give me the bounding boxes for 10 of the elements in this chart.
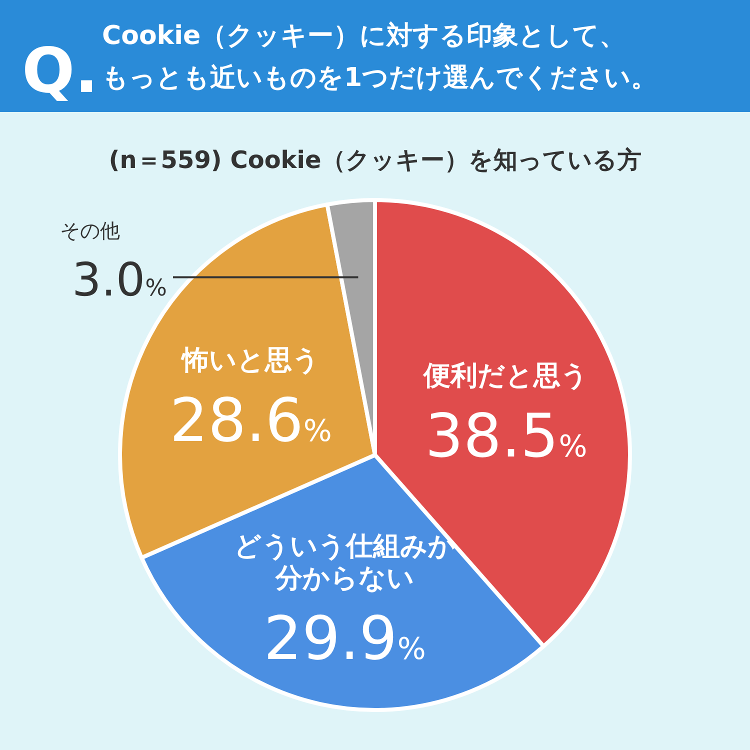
slice-label: 怖いと思う — [180, 344, 320, 376]
slice-label: 便利だと思う — [422, 360, 589, 392]
slice-label: その他 — [60, 218, 120, 242]
data-label: 38.5% — [425, 401, 588, 472]
data-label: 29.9% — [264, 604, 426, 674]
data-label: 3.0% — [72, 252, 167, 306]
chart-title: Cookie（クッキー）に対する印象として、もっとも近いものを1つだけ選んでください。 — [102, 21, 658, 93]
data-label: 28.6% — [170, 386, 332, 456]
chart-subtitle: (n＝559) Cookie（クッキー）を知っている方 — [108, 146, 642, 174]
text: Q. — [22, 34, 98, 107]
